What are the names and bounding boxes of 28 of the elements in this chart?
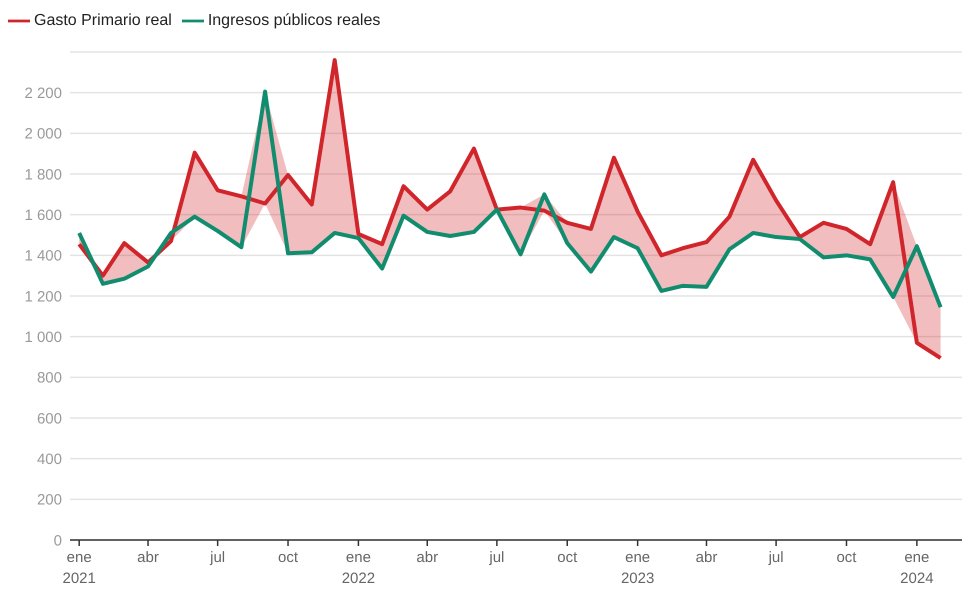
y-tick-label: 600 <box>36 410 62 428</box>
x-tick-label: abr <box>696 549 718 566</box>
x-tick-label: ene 2022 <box>342 549 376 587</box>
x-tick-label: oct <box>278 549 299 566</box>
y-tick-label: 2 200 <box>24 84 62 102</box>
legend-label: Ingresos públicos reales <box>208 12 380 30</box>
x-tick-label: oct <box>836 549 858 566</box>
x-tick-label: abr <box>137 549 159 566</box>
y-tick-label: 200 <box>36 492 62 509</box>
y-tick-label: 0 <box>54 532 62 550</box>
y-tick-label: 400 <box>36 450 62 468</box>
x-tick-label: jul <box>488 549 504 566</box>
x-tick-label: jul <box>209 549 226 566</box>
y-tick-label: 1 200 <box>24 288 62 306</box>
y-tick-label: 1 600 <box>24 206 62 224</box>
x-tick-label: jul <box>768 549 784 566</box>
x-tick-label: ene 2024 <box>900 549 934 587</box>
x-tick-label: oct <box>557 549 578 566</box>
y-tick-label: 1 000 <box>24 328 62 346</box>
y-tick-label: 800 <box>36 370 62 387</box>
x-tick-label: ene 2021 <box>62 549 96 587</box>
line-series <box>77 90 943 310</box>
y-tick-label: 1 800 <box>24 166 62 184</box>
y-tick-label: 2 000 <box>24 126 62 143</box>
y-tick-label: 1 400 <box>24 248 62 265</box>
x-tick-label: ene 2023 <box>620 549 654 587</box>
x-tick-label: abr <box>416 549 438 566</box>
legend-label: Gasto Primario real <box>34 12 172 30</box>
